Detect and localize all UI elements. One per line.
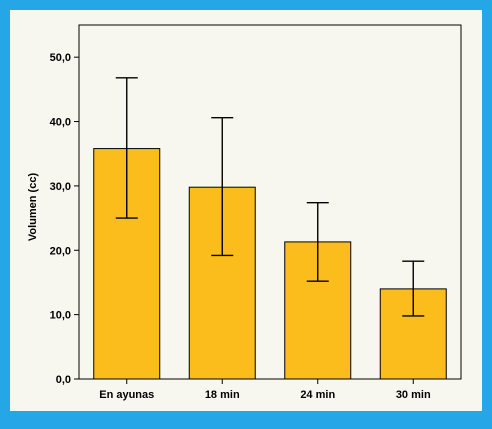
y-tick-label: 30,0: [50, 181, 71, 193]
bars-group: [93, 148, 447, 380]
y-axis-ticks: 0,0 10,0 20,0 30,0 40,0 50,0: [50, 52, 79, 386]
x-axis-labels: En ayunas 18 min 24 min 30 min: [99, 379, 431, 401]
x-tick-label: 18 min: [205, 389, 240, 401]
y-tick-label: 0,0: [56, 374, 71, 386]
x-tick-label: 30 min: [396, 389, 431, 401]
y-tick-label: 50,0: [50, 52, 71, 64]
error-bars-group: [115, 77, 425, 317]
plot-area-border: [78, 24, 462, 380]
y-tick-label: 20,0: [50, 245, 71, 257]
y-axis-title: Volumen (cc): [27, 173, 39, 242]
y-tick-label: 10,0: [50, 310, 71, 322]
x-tick-label: En ayunas: [99, 389, 154, 401]
x-tick-label: 24 min: [300, 389, 335, 401]
y-tick-label: 40,0: [50, 117, 71, 129]
